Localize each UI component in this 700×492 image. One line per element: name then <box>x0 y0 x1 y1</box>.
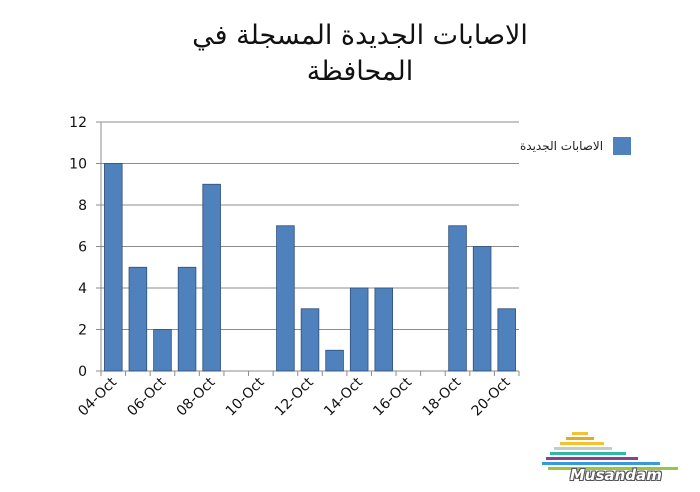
bar <box>128 266 148 372</box>
bar <box>497 308 516 372</box>
x-tick-label: 12-Oct <box>272 374 317 419</box>
bar <box>104 163 123 372</box>
y-tick-label: 2 <box>78 323 87 339</box>
x-tick-label: 10-Oct <box>223 374 268 419</box>
x-tick-label: 16-Oct <box>370 374 415 419</box>
legend-swatch <box>613 137 632 155</box>
x-tick-label: 08-Oct <box>174 374 219 419</box>
bar <box>202 183 221 372</box>
x-tick-label: 20-Oct <box>469 374 514 419</box>
x-tick-label: 06-Oct <box>124 374 169 419</box>
y-tick-label: 4 <box>78 281 87 297</box>
y-tick-label: 6 <box>78 240 87 256</box>
chart-title-line-1: الاصابات الجديدة المسجلة في <box>192 20 528 51</box>
chart-title-line-2: المحافظة <box>306 56 414 87</box>
bar <box>374 287 394 372</box>
bar <box>325 349 344 372</box>
bar <box>472 246 492 372</box>
legend: الاصابات الجديدة <box>520 137 632 155</box>
musandam-logo: Musandam <box>542 428 692 488</box>
chart-title: الاصابات الجديدة المسجلة في المحافظة <box>120 18 600 90</box>
bar <box>177 266 197 372</box>
legend-label: الاصابات الجديدة <box>520 139 604 153</box>
bar <box>300 308 320 372</box>
y-tick-label: 8 <box>78 198 87 214</box>
y-tick-label: 0 <box>78 364 87 380</box>
logo-stripes-icon <box>542 432 678 470</box>
logo-text: Musandam <box>570 466 662 484</box>
bar <box>448 225 467 372</box>
x-tick-label: 04-Oct <box>75 374 120 419</box>
bar <box>349 287 369 372</box>
bar <box>153 329 172 372</box>
bar <box>276 225 295 372</box>
x-tick-label: 14-Oct <box>321 374 366 419</box>
y-tick-label: 12 <box>69 115 87 131</box>
x-tick-label: 18-Oct <box>419 374 464 419</box>
y-tick-label: 10 <box>69 157 87 173</box>
